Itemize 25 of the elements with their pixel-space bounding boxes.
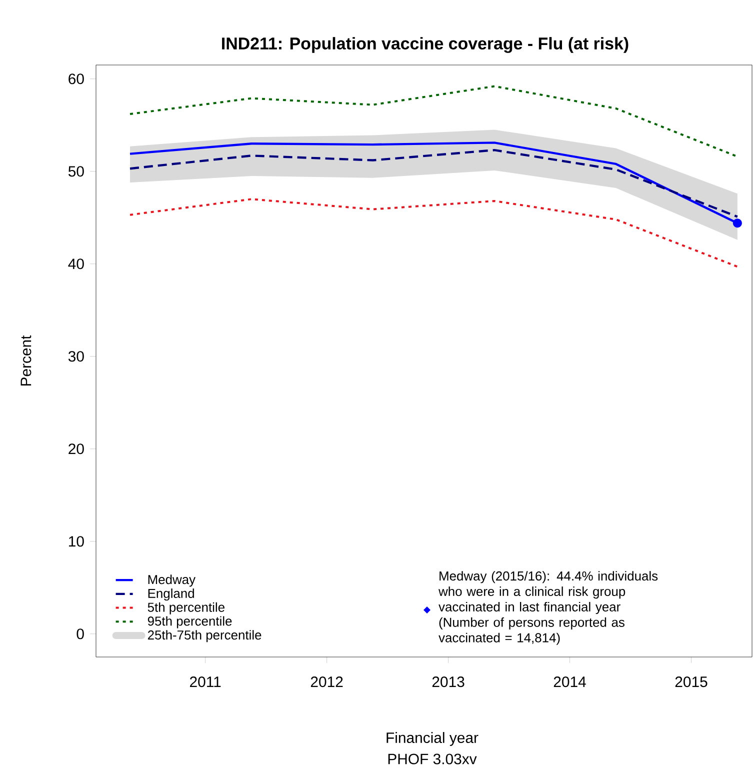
- legend-label: 5th percentile: [148, 602, 224, 614]
- y-tick-label: 0: [76, 628, 84, 640]
- x-tick-label: 2013: [432, 676, 464, 688]
- line-series: [129, 85, 738, 158]
- y-tick-label: 40: [68, 258, 84, 270]
- annotation: Medway (2015/16): 44.4% individuals who were in a clinical risk group vaccinated in last financial year (Number of persons reported as vaccinated = 14,814): [438, 571, 658, 645]
- y-tick-label: 10: [69, 536, 84, 547]
- y-tick-label: 20: [68, 444, 84, 454]
- legend-label: 95th percentile: [148, 616, 232, 628]
- legend-label: England: [148, 588, 194, 601]
- legend-label: 25th-75th percentile: [148, 630, 262, 642]
- y-tick-label: 50: [68, 166, 84, 177]
- x-tick-label: 2011: [190, 676, 221, 688]
- x-tick-label: 2015: [675, 676, 708, 688]
- x-tick-label: 2014: [554, 676, 586, 688]
- y-axis-title: Percent: [20, 335, 32, 386]
- legend-label: Medway: [148, 574, 196, 587]
- y-tick-label: 60: [68, 74, 84, 84]
- chart-title: IND211: Population vaccine coverage - Flu (at risk): [222, 37, 628, 53]
- x-tick-label: 2012: [310, 676, 343, 688]
- y-tick-label: 30: [68, 351, 84, 362]
- line-series: [129, 198, 738, 268]
- x-axis-title: Financial year: [386, 732, 478, 746]
- line-series: [128, 148, 739, 218]
- text: PHOF 3.03xv: [388, 754, 477, 764]
